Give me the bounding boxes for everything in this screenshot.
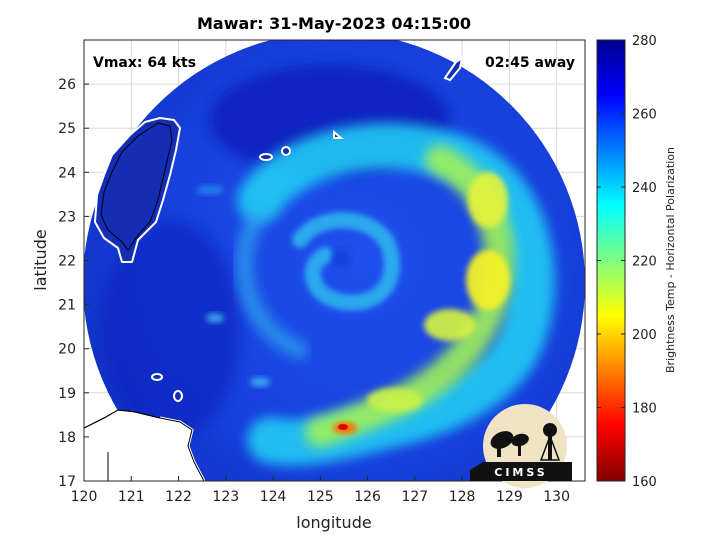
x-tick-label: 129 [496, 489, 523, 505]
cell-west-2 [250, 377, 270, 387]
y-tick-label: 20 [58, 342, 76, 358]
vmax-label: Vmax: 64 kts [93, 55, 196, 71]
y-tick-label: 26 [58, 77, 76, 93]
taiwan-inner-outline [100, 122, 173, 251]
storm-eye [332, 249, 350, 267]
cell-west-1 [206, 313, 224, 323]
x-tick-label: 126 [354, 489, 381, 505]
colorbar-tick-label: 200 [632, 328, 657, 343]
y-tick-label: 23 [58, 209, 76, 225]
convection-yellow-southeast [424, 309, 476, 341]
x-tick-label: 120 [71, 489, 98, 505]
colorbar-tick-label: 220 [632, 255, 657, 270]
y-axis-label: latitude [31, 229, 50, 290]
island-amami [84, 43, 97, 57]
luzon-coast-line [84, 409, 205, 481]
x-tick-label: 130 [543, 489, 570, 505]
x-tick-label: 125 [307, 489, 334, 505]
logo-dishes [470, 423, 572, 481]
colorbar-tick-label: 260 [632, 108, 657, 123]
island-babuyan [151, 373, 163, 381]
x-tick-label: 127 [401, 489, 428, 505]
chart-title: Mawar: 31-May-2023 04:15:00 [197, 14, 471, 33]
logo-text: CIMSS [494, 466, 547, 479]
x-tick-label: 124 [260, 489, 287, 505]
y-tick-label: 19 [58, 386, 76, 402]
rainband-west [235, 211, 309, 359]
x-axis: 120 121 122 123 124 125 126 127 128 129 130 [71, 476, 570, 505]
convection-yellow-north [468, 172, 508, 228]
cell-northwest [196, 185, 224, 195]
y-tick-label: 21 [58, 298, 76, 314]
taiwan-coastline [94, 117, 181, 263]
brightness-temperature-field [84, 40, 585, 481]
cold-region-west [100, 220, 240, 440]
y-tick-label: 22 [58, 254, 76, 270]
colorbar-tick-label: 160 [632, 475, 657, 490]
convection-yellow-east [466, 250, 510, 310]
convection-peak-core [338, 424, 348, 430]
cimss-logo: CIMSS [470, 404, 572, 488]
island-okinawa [443, 55, 464, 82]
x-tick-label: 121 [118, 489, 145, 505]
y-tick-label: 24 [58, 165, 76, 181]
colorbar-tick-label: 180 [632, 402, 657, 417]
y-tick-label: 17 [58, 474, 76, 490]
colorbar-label: Brightness Temp - Horizontal Polarizatio… [664, 147, 677, 373]
colorbar [596, 39, 626, 482]
time-away-label: 02:45 away [485, 55, 575, 71]
colorbar-tick-label: 280 [632, 34, 657, 49]
island-okinawa-south [333, 129, 344, 139]
inner-spiral [292, 212, 400, 311]
convection-yellow-south [367, 388, 423, 412]
island-camiguin [173, 390, 183, 402]
y-tick-label: 25 [58, 121, 76, 137]
island-miyako [259, 153, 273, 161]
x-tick-label: 122 [165, 489, 192, 505]
island-ishigaki [281, 146, 291, 156]
y-tick-label: 18 [58, 430, 76, 446]
x-tick-label: 128 [449, 489, 476, 505]
colorbar-tick-label: 240 [632, 181, 657, 196]
colorbar-ticks: 160 180 200 220 240 260 280 [597, 34, 657, 490]
x-axis-label: longitude [296, 513, 371, 532]
x-tick-label: 123 [212, 489, 239, 505]
y-axis: 17 18 19 20 21 22 23 24 25 26 [58, 77, 89, 490]
